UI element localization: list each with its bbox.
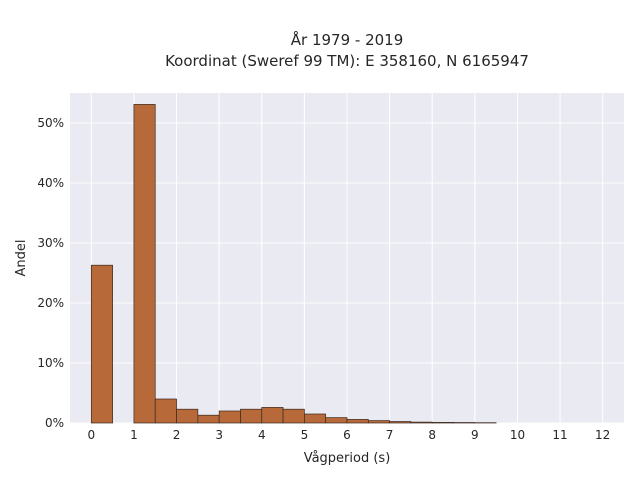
chart-title-line-2: Koordinat (Sweref 99 TM): E 358160, N 61…: [165, 52, 529, 70]
histogram-bar: [261, 407, 284, 424]
x-tick-label: 0: [87, 428, 95, 442]
y-tick-label: 40%: [37, 176, 64, 190]
histogram-bar: [282, 408, 305, 424]
histogram-bar: [346, 419, 369, 424]
x-tick-label: 7: [386, 428, 394, 442]
x-axis-ticks: 0 1 2 3 4 5 6 7 8 9 10 11 12: [87, 428, 610, 442]
histogram-bar: [197, 414, 220, 424]
y-tick-label: 20%: [37, 296, 64, 310]
histogram-bar: [431, 422, 454, 424]
x-axis-label: Vågperiod (s): [304, 451, 391, 466]
bars: [90, 104, 497, 424]
histogram-bar: [240, 408, 263, 424]
histogram-bar: [133, 104, 156, 424]
x-tick-label: 11: [552, 428, 567, 442]
histogram-bar: [410, 421, 433, 424]
histogram-bar: [218, 410, 241, 424]
y-tick-label: 30%: [37, 236, 64, 250]
y-tick-label: 0%: [45, 416, 64, 430]
histogram-bar: [154, 398, 177, 424]
x-tick-label: 1: [130, 428, 138, 442]
histogram-bar: [304, 413, 327, 424]
x-tick-label: 10: [510, 428, 525, 442]
x-tick-label: 4: [258, 428, 266, 442]
histogram-bar: [389, 421, 412, 424]
x-tick-label: 2: [173, 428, 181, 442]
x-tick-label: 9: [471, 428, 479, 442]
y-axis-label: Andel: [14, 240, 29, 277]
x-tick-label: 6: [343, 428, 351, 442]
x-tick-label: 5: [301, 428, 309, 442]
histogram-bar: [176, 408, 199, 424]
x-tick-label: 8: [428, 428, 436, 442]
histogram-bar: [90, 264, 113, 424]
chart-title-line-1: År 1979 - 2019: [291, 30, 404, 49]
y-tick-label: 10%: [37, 356, 64, 370]
histogram-bar: [325, 417, 348, 424]
y-axis-ticks: 0% 10% 20% 30% 40% 50%: [37, 116, 64, 430]
x-tick-label: 12: [595, 428, 610, 442]
histogram-bar: [367, 420, 390, 424]
x-tick-label: 3: [215, 428, 223, 442]
y-tick-label: 50%: [37, 116, 64, 130]
